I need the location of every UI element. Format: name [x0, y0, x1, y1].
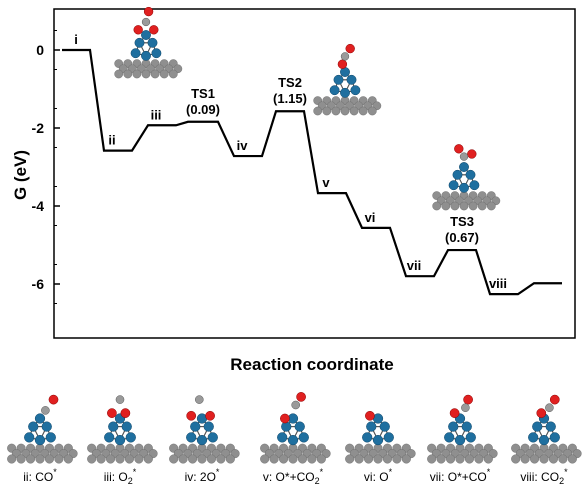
structure-caption-vi: vi: O* — [364, 467, 393, 484]
structure-panel-row — [7, 392, 582, 464]
structure-image-vi — [345, 410, 416, 464]
caption-subscript: 2 — [559, 476, 564, 486]
state-label: iii — [151, 107, 162, 122]
ts2-structure-image — [313, 43, 382, 116]
caption-superscript: * — [320, 467, 324, 477]
state-label: vii — [407, 258, 421, 273]
ts-label: TS3 — [450, 214, 474, 229]
plot-frame — [53, 8, 576, 339]
ts-label: TS2 — [278, 75, 302, 90]
x-axis-title: Reaction coordinate — [230, 355, 393, 374]
caption-superscript: * — [216, 467, 220, 477]
energy-profile-line — [62, 48, 562, 296]
caption-text: vi: O — [364, 470, 389, 484]
caption-superscript: * — [53, 467, 57, 477]
structure-image-v — [260, 392, 331, 464]
structure-image-viii — [511, 394, 582, 464]
y-tick-label: -4 — [32, 198, 45, 214]
caption-superscript: * — [564, 467, 568, 477]
ts-barrier-label: (1.15) — [273, 91, 307, 106]
caption-text: viii: CO — [520, 470, 559, 484]
y-tick-label: -6 — [32, 276, 45, 292]
state-label: iv — [237, 138, 249, 153]
ts-label: TS1 — [191, 86, 215, 101]
caption-text: v: O*+CO — [263, 470, 315, 484]
structure-image-iii — [87, 395, 158, 464]
structure-image-vii — [427, 394, 498, 464]
caption-subscript: 2 — [128, 476, 133, 486]
structure-insets — [114, 6, 501, 211]
structure-image-iv — [169, 395, 240, 464]
ts-barrier-label: (0.67) — [445, 230, 479, 245]
state-label: vi — [365, 210, 376, 225]
structure-caption-vii: vii: O*+CO* — [430, 467, 491, 484]
ts3-structure-image — [432, 144, 501, 211]
state-label: v — [322, 175, 330, 190]
caption-superscript: * — [487, 467, 491, 477]
energy-path — [62, 48, 562, 296]
structure-captions: ii: CO* iii: O2* iv: 2O* v: O*+CO2* vi: O* vi… — [23, 467, 568, 486]
caption-text: iv: 2O — [185, 470, 216, 484]
structure-caption-iv: iv: 2O* — [185, 467, 220, 484]
state-labels: iiiiiiTS1(0.09)ivTS2(1.15)vviviiTS3(0.67… — [74, 32, 507, 291]
caption-text: ii: CO — [23, 470, 53, 484]
structure-caption-ii: ii: CO* — [23, 467, 57, 484]
y-axis-title: G (eV) — [11, 150, 30, 200]
structure-caption-iii: iii: O2* — [104, 467, 137, 486]
caption-subscript: 2 — [315, 476, 320, 486]
structure-caption-v: v: O*+CO2* — [263, 467, 324, 486]
ts-barrier-label: (0.09) — [186, 102, 220, 117]
caption-text: iii: O — [104, 470, 128, 484]
state-label: ii — [108, 133, 115, 148]
state-label: viii — [489, 276, 507, 291]
caption-superscript: * — [389, 467, 393, 477]
y-tick-label: 0 — [36, 42, 44, 58]
structure-caption-viii: viii: CO2* — [520, 467, 568, 486]
caption-text: vii: O*+CO — [430, 470, 487, 484]
caption-superscript: * — [133, 467, 137, 477]
y-axis: 0 -2 -4 -6 — [32, 30, 60, 304]
state-label: i — [74, 32, 78, 47]
y-tick-label: -2 — [32, 120, 45, 136]
ts1-structure-image — [114, 6, 183, 79]
structure-image-ii — [7, 394, 78, 464]
